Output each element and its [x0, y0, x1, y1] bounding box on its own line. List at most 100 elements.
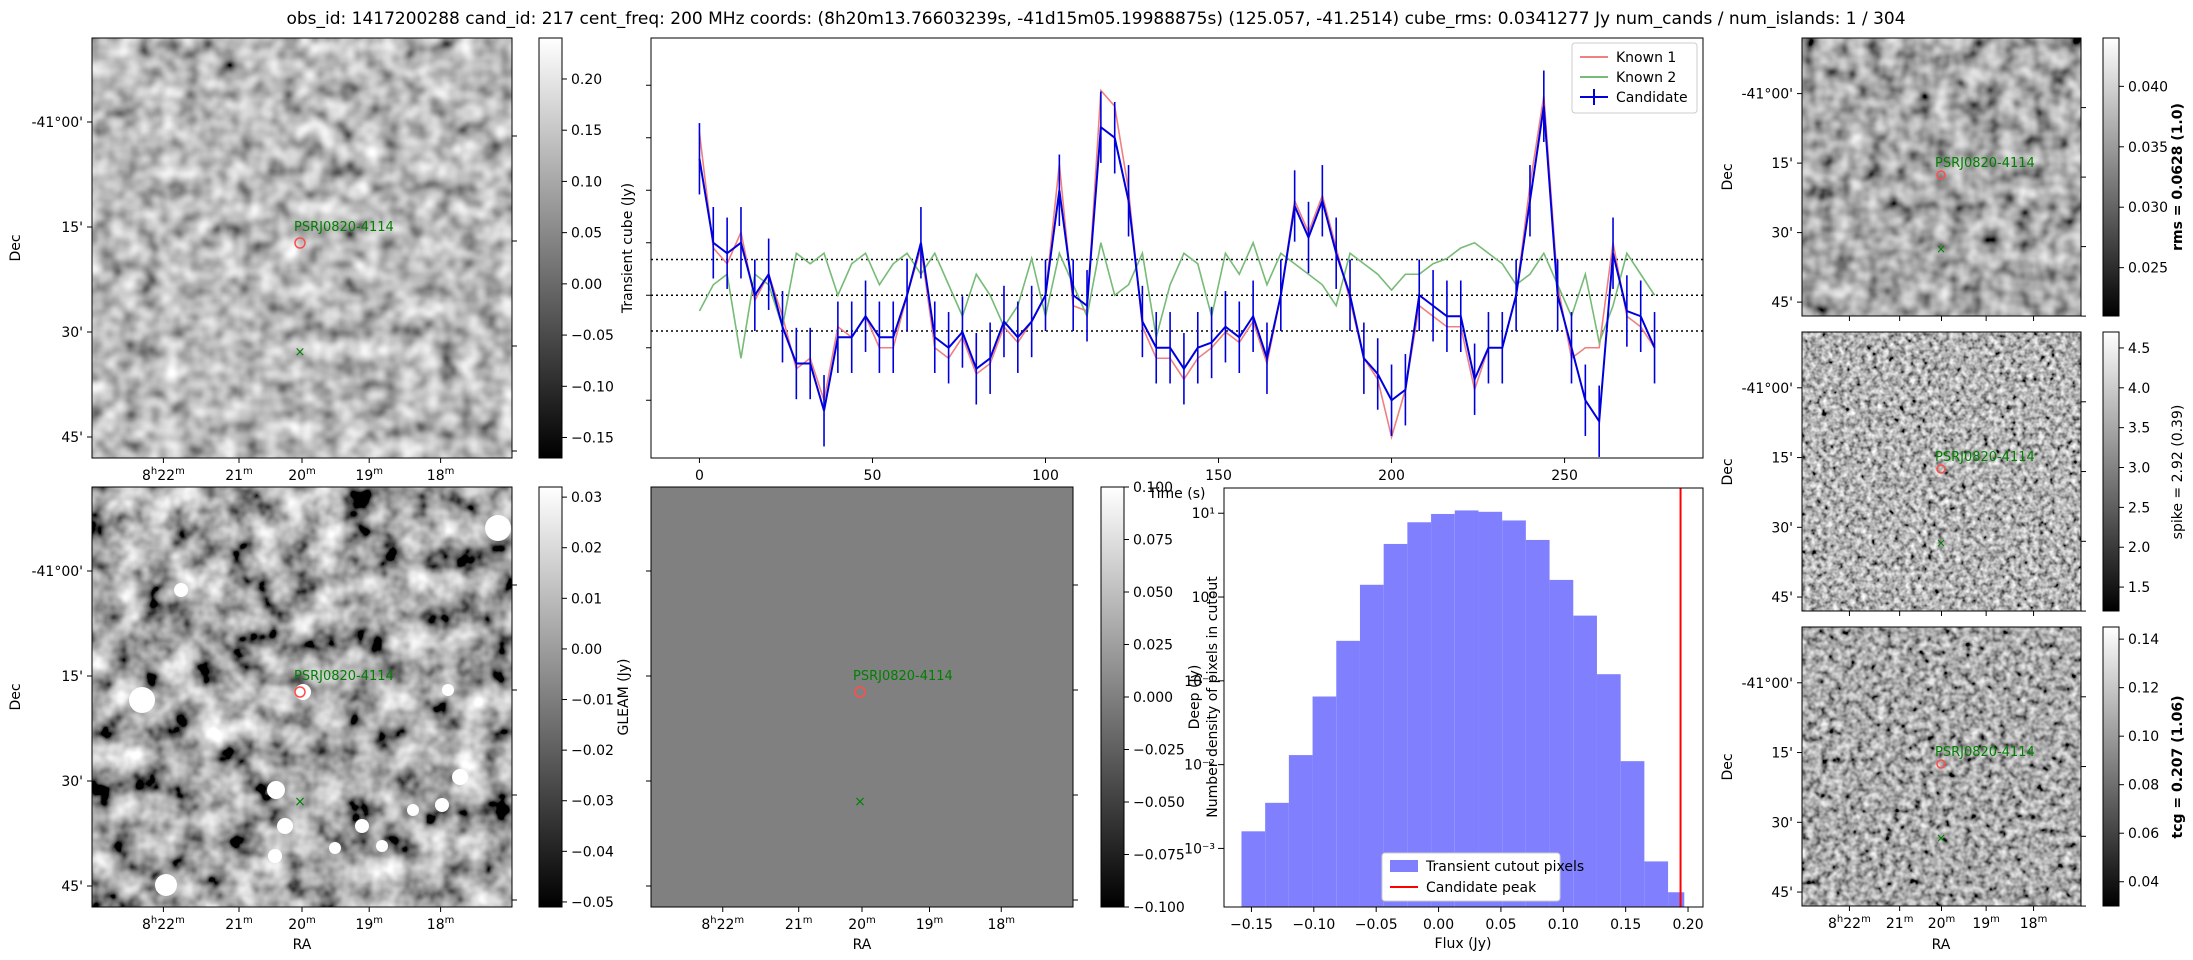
source-marker — [1936, 170, 1946, 180]
colorbar-tick-label: 0.00 — [571, 642, 602, 658]
dec-tick-label: 15' — [1771, 156, 1793, 172]
ra-tick-label: 8h22m — [142, 915, 185, 933]
colorbar-tick-label: 0.050 — [1133, 585, 1173, 601]
deep-bright-sources — [129, 515, 511, 896]
y-tick-label: 10⁻¹ — [1184, 674, 1215, 690]
dec-tick-label: 30' — [61, 774, 83, 790]
colorbar-tick-label: 0.08 — [2128, 778, 2159, 794]
histogram-legend: Transient cutout pixels Candidate peak — [1381, 852, 1584, 902]
tcg-panel: -41°00' 15' 30' 45' 8h22m 21m 20m 19m 18m Dec R… — [1720, 626, 2086, 953]
x-tick-label: 0.00 — [1423, 917, 1454, 933]
y-tick-label: 10⁻³ — [1184, 841, 1215, 857]
colorbar-gradient — [2102, 37, 2120, 317]
dec-tick-label: 30' — [1771, 815, 1793, 831]
transient-cube-panel: 8h22m 21m 20m 19m 18m -41°00' 15' 30' 45' Dec P… — [8, 37, 517, 484]
ra-axis-ticks: 8h22m 21m 20m 19m 18m — [142, 907, 454, 933]
dec-tick-label: 15' — [1771, 451, 1793, 467]
x-tick-label: 0 — [695, 468, 704, 484]
dec-axis-minor-ticks — [646, 570, 1078, 901]
source-marker — [1936, 464, 1946, 474]
ra-tick-label: 8h22m — [701, 915, 744, 933]
colorbar-tick-label: 1.5 — [2128, 580, 2150, 596]
x-tick-label: 0.20 — [1672, 917, 1703, 933]
x-tick-label: 0.15 — [1610, 917, 1641, 933]
known-cross-marker: × — [295, 345, 306, 360]
timeseries-legend: Known 1 Known 2 Candidate — [1571, 42, 1698, 114]
colorbar-tick-label: −0.05 — [571, 895, 614, 911]
dec-tick-label: 30' — [1771, 520, 1793, 536]
colorbar-tick-label: 0.040 — [2128, 79, 2168, 95]
colorbar-gradient — [1100, 486, 1125, 908]
series-known-2 — [698, 240, 1656, 359]
histogram-bar — [1478, 511, 1503, 907]
dec-tick-label: 45' — [61, 879, 83, 895]
timeseries-ylabel: Transient cube (Jy) — [620, 183, 636, 314]
x-tick-label: −0.15 — [1230, 917, 1273, 933]
ra-tick-label: 18m — [427, 915, 455, 933]
colorbar-tick-label: 0.06 — [2128, 826, 2159, 842]
dec-tick-label: 45' — [1771, 295, 1793, 311]
colorbar-tick-label: 0.10 — [571, 174, 602, 190]
x-tick-label: 50 — [864, 468, 882, 484]
colorbar-tick-label: 0.15 — [571, 123, 602, 139]
x-tick-label: −0.10 — [1292, 917, 1335, 933]
dec-tick-label: 30' — [1771, 226, 1793, 242]
colorbar-tick-label: 3.0 — [2128, 461, 2150, 477]
colorbar-tick-label: −0.100 — [1133, 900, 1185, 916]
spike-colorbar-label: spike = 2.92 (0.39) — [2170, 405, 2186, 540]
timeseries-panel: 0 50 100 150 200 250 Time (s) Transient cube … — [620, 37, 1704, 502]
source-label: PSRJ0820-4114 — [1935, 745, 2035, 760]
histogram-bar — [1573, 615, 1597, 907]
x-tick-label: 0.10 — [1548, 917, 1579, 933]
colorbar-tick-label: 3.5 — [2128, 421, 2150, 437]
tcg-image — [1802, 627, 2081, 906]
ra-tick-label: 21m — [225, 915, 253, 933]
histogram-bar — [1265, 802, 1289, 907]
ra-axis-ticks: 8h22m 21m 20m 19m 18m — [701, 907, 1015, 933]
colorbar-tick-label: −0.10 — [571, 379, 614, 395]
legend-candidate: Candidate — [1616, 90, 1688, 106]
dec-tick-label: 30' — [61, 325, 83, 341]
histogram-xlabel: Flux (Jy) — [1435, 936, 1492, 952]
ra-tick-label: 18m — [2020, 914, 2048, 932]
colorbar-gradient — [2102, 331, 2120, 612]
ra-tick-label: 19m — [355, 466, 383, 484]
known-cross-marker: × — [294, 794, 306, 810]
tcg-colorbar: 0.14 0.12 0.10 0.08 0.06 0.04 — [2102, 626, 2159, 907]
dec-axis-ticks: -41°00' 15' 30' 45' — [1741, 381, 2086, 612]
histogram-y-ticks: 10¹ 10⁰ 10⁻¹ 10⁻² 10⁻³ — [1184, 506, 1224, 857]
colorbar-tick-label: 2.5 — [2128, 500, 2150, 516]
dec-axis-label: Dec — [8, 234, 24, 261]
gleam-colorbar: 0.100 0.075 0.050 0.025 0.000 −0.025 −0.050 −0.… — [1100, 480, 1185, 916]
source-label: PSRJ0820-4114 — [853, 669, 953, 684]
histogram-bar — [1312, 696, 1337, 907]
colorbar-tick-label: 0.030 — [2128, 200, 2168, 216]
rms-panel: -41°00' 15' 30' 45' Dec PSRJ0820-4114 × — [1720, 37, 2086, 321]
histogram-bar — [1288, 755, 1313, 907]
dec-tick-label: -41°00' — [1741, 381, 1793, 397]
colorbar-tick-label: 0.04 — [2128, 875, 2159, 891]
legend-known2: Known 2 — [1616, 70, 1676, 86]
ra-axis-label: RA — [1932, 937, 1951, 953]
dec-tick-label: -41°00' — [1741, 87, 1793, 103]
colorbar-gradient — [2102, 626, 2120, 907]
ra-tick-label: 18m — [987, 915, 1015, 933]
spike-image — [1802, 332, 2081, 611]
colorbar-tick-label: 0.10 — [2128, 729, 2159, 745]
colorbar-tick-label: 0.100 — [1133, 480, 1173, 496]
histogram-bar — [1383, 543, 1408, 907]
colorbar-tick-label: 0.025 — [2128, 261, 2168, 277]
colorbar-tick-label: 4.5 — [2128, 341, 2150, 357]
colorbar-tick-label: −0.01 — [571, 693, 614, 709]
colorbar-tick-label: 0.14 — [2128, 632, 2159, 648]
histogram-bar — [1336, 640, 1360, 907]
dec-tick-label: 15' — [1771, 746, 1793, 762]
rms-colorbar: 0.040 0.035 0.030 0.025 — [2102, 37, 2168, 317]
colorbar-tick-label: 4.0 — [2128, 381, 2150, 397]
dec-tick-label: 15' — [61, 220, 83, 236]
histogram-bar — [1407, 522, 1432, 907]
colorbar-tick-label: 0.00 — [571, 277, 602, 293]
deep-colorbar: 0.03 0.02 0.01 0.00 −0.01 −0.02 −0.03 −0.04 −0.0… — [538, 486, 614, 911]
deep-panel: 8h22m 21m 20m 19m 18m -41°00' 15' 30' 45' Dec R… — [8, 486, 517, 953]
